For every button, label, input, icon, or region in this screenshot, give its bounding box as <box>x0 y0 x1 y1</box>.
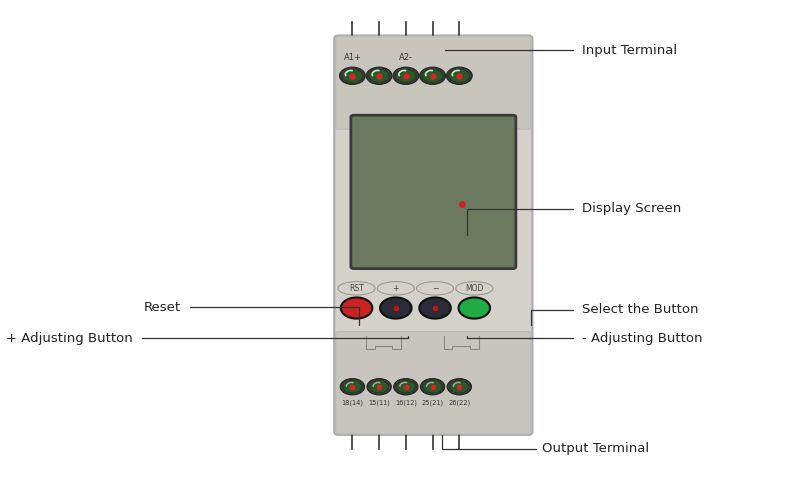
Circle shape <box>343 381 362 393</box>
Circle shape <box>380 298 411 319</box>
Circle shape <box>421 379 445 395</box>
Circle shape <box>447 379 471 395</box>
Text: 15(11): 15(11) <box>368 400 390 406</box>
Text: A2-: A2- <box>399 53 413 62</box>
Text: 16(12): 16(12) <box>395 400 417 406</box>
Circle shape <box>340 379 365 395</box>
Ellipse shape <box>378 282 414 295</box>
Circle shape <box>370 381 389 393</box>
Text: Select the Button: Select the Button <box>582 303 698 316</box>
FancyBboxPatch shape <box>334 36 533 435</box>
FancyBboxPatch shape <box>351 115 516 269</box>
Circle shape <box>450 381 469 393</box>
Text: Output Terminal: Output Terminal <box>542 442 650 456</box>
Circle shape <box>366 67 392 84</box>
Circle shape <box>394 379 418 395</box>
FancyBboxPatch shape <box>336 36 531 129</box>
Ellipse shape <box>338 282 375 295</box>
Text: Display Screen: Display Screen <box>582 202 681 216</box>
Circle shape <box>458 298 490 319</box>
Circle shape <box>422 69 442 83</box>
Circle shape <box>423 381 442 393</box>
Text: - Adjusting Button: - Adjusting Button <box>582 332 702 345</box>
Text: +: + <box>393 284 399 293</box>
Text: A1+: A1+ <box>343 53 362 62</box>
Text: 25(21): 25(21) <box>422 400 444 406</box>
Text: −: − <box>432 284 438 293</box>
Text: + Adjusting Button: + Adjusting Button <box>6 332 134 345</box>
Circle shape <box>446 67 472 84</box>
Circle shape <box>420 67 446 84</box>
Circle shape <box>419 298 450 319</box>
Text: MOD: MOD <box>465 284 483 293</box>
Text: 18(14): 18(14) <box>342 400 363 406</box>
Ellipse shape <box>417 282 454 295</box>
Ellipse shape <box>456 282 493 295</box>
Text: Input Terminal: Input Terminal <box>582 44 677 57</box>
Circle shape <box>339 67 366 84</box>
Circle shape <box>342 69 362 83</box>
Circle shape <box>367 379 391 395</box>
Circle shape <box>341 298 372 319</box>
Text: Reset: Reset <box>144 300 181 314</box>
Circle shape <box>393 67 418 84</box>
FancyBboxPatch shape <box>336 332 531 434</box>
Circle shape <box>396 69 416 83</box>
Circle shape <box>397 381 415 393</box>
Circle shape <box>450 69 470 83</box>
Text: RST: RST <box>349 284 364 293</box>
Text: 26(22): 26(22) <box>448 400 470 406</box>
Circle shape <box>369 69 389 83</box>
